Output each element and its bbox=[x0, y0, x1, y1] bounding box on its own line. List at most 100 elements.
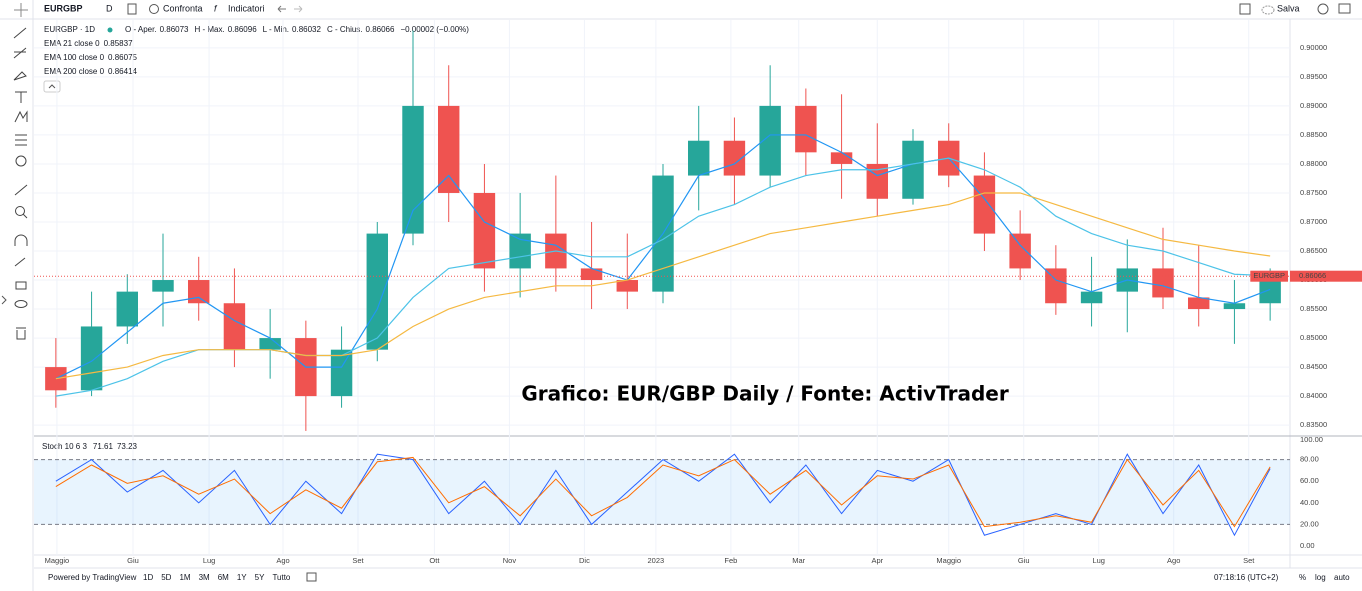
percent-toggle[interactable]: % bbox=[1299, 573, 1306, 582]
settings-icon[interactable] bbox=[1317, 3, 1329, 15]
ohlc-value: 0.86066 bbox=[366, 25, 395, 34]
layout-icon[interactable] bbox=[1239, 3, 1251, 15]
snapshot-icon[interactable] bbox=[1338, 3, 1351, 14]
candle-body bbox=[223, 303, 246, 350]
candle-body bbox=[259, 338, 281, 350]
y-tick-label: 0.83500 bbox=[1300, 420, 1327, 429]
y-tick-label: 0.89000 bbox=[1300, 101, 1327, 110]
auto-toggle[interactable]: auto bbox=[1334, 573, 1350, 582]
ohlc-label: C - Chius. bbox=[327, 25, 363, 34]
redo-icon[interactable] bbox=[294, 5, 303, 13]
ema-name: EMA 200 close 0 bbox=[44, 67, 105, 76]
undo-icon[interactable] bbox=[277, 5, 286, 13]
x-tick-label: Giu bbox=[127, 556, 139, 565]
ema-value: 0.86414 bbox=[108, 67, 137, 76]
ema-value: 0.86075 bbox=[108, 53, 137, 62]
range-button[interactable]: 1D bbox=[143, 573, 153, 582]
candle-body bbox=[330, 349, 353, 397]
range-button[interactable]: 1Y bbox=[237, 573, 247, 582]
collapse-arrow bbox=[48, 84, 56, 89]
stoch-line bbox=[55, 453, 1271, 537]
legend-symbol: EURGBP · 1D bbox=[44, 25, 95, 34]
ema-name: EMA 100 close 0 bbox=[44, 53, 105, 62]
date-range-icon[interactable] bbox=[306, 572, 317, 582]
drawing-tools[interactable] bbox=[13, 3, 28, 340]
x-tick-label: Nov bbox=[503, 556, 517, 565]
candle-body bbox=[152, 280, 174, 292]
candle-body bbox=[1009, 233, 1031, 269]
range-button[interactable]: 5D bbox=[161, 573, 171, 582]
legend-collapse[interactable] bbox=[43, 80, 61, 93]
x-tick-label: Mar bbox=[792, 556, 805, 565]
interval-button[interactable]: D bbox=[106, 3, 113, 13]
candle-body bbox=[688, 140, 710, 176]
ohlc-label: H - Max. bbox=[195, 25, 225, 34]
candle-body bbox=[473, 192, 496, 269]
x-tick-label: Dic bbox=[579, 556, 590, 565]
x-tick-label: Lug bbox=[203, 556, 216, 565]
y-tick-label: 0.86500 bbox=[1300, 246, 1327, 255]
price-tag-symbol: EURGBP bbox=[1253, 271, 1285, 280]
stoch-value: 73.23 bbox=[117, 442, 138, 451]
y-tick-label: 0.88500 bbox=[1300, 130, 1327, 139]
x-tick-label: Giu bbox=[1018, 556, 1030, 565]
compare-button[interactable]: Confronta bbox=[163, 3, 203, 13]
chart-type-icon[interactable] bbox=[127, 3, 137, 15]
stoch-value: 71.61 bbox=[93, 442, 114, 451]
save-button[interactable]: Salva bbox=[1277, 3, 1300, 13]
y-tick-label: 0.00 bbox=[1300, 541, 1315, 550]
x-tick-label: Lug bbox=[1092, 556, 1105, 565]
indicators-icon: f bbox=[214, 3, 218, 13]
ema-name: EMA 21 close 0 bbox=[44, 39, 100, 48]
candle-body bbox=[80, 326, 103, 391]
candle-body bbox=[616, 280, 638, 292]
x-tick-label: Set bbox=[352, 556, 364, 565]
ohlc-value: 0.86073 bbox=[160, 25, 189, 34]
y-tick-label: 80.00 bbox=[1300, 455, 1319, 464]
annotation: Grafico: EUR/GBP Daily / Fonte: ActivTra… bbox=[521, 382, 1009, 406]
clock: 07:18:16 (UTC+2) bbox=[1214, 573, 1279, 582]
candle-body bbox=[830, 152, 853, 164]
candle-body bbox=[723, 140, 746, 176]
x-tick-label: Maggio bbox=[936, 556, 961, 565]
stoch-line bbox=[55, 456, 1271, 528]
candle-body bbox=[116, 291, 138, 327]
y-tick-label: 0.85500 bbox=[1300, 304, 1327, 313]
range-button[interactable]: 6M bbox=[218, 573, 229, 582]
ohlc-label: L - Min. bbox=[263, 25, 289, 34]
range-button[interactable]: 1M bbox=[179, 573, 190, 582]
y-tick-label: 0.87500 bbox=[1300, 188, 1327, 197]
price-tag-value: 0.86066 bbox=[1299, 271, 1326, 280]
range-button[interactable]: 5Y bbox=[255, 573, 265, 582]
x-tick-label: Apr bbox=[871, 556, 883, 565]
cloud-icon bbox=[1261, 5, 1275, 15]
candle-body bbox=[438, 105, 460, 193]
ohlc-label: O - Aper. bbox=[125, 25, 157, 34]
x-tick-label: 2023 bbox=[648, 556, 665, 565]
y-tick-label: 0.84500 bbox=[1300, 362, 1327, 371]
candle-body bbox=[402, 105, 424, 234]
candle-body bbox=[45, 367, 67, 391]
log-toggle[interactable]: log bbox=[1315, 573, 1326, 582]
stoch-band bbox=[34, 459, 1290, 525]
y-tick-label: 100.00 bbox=[1300, 435, 1323, 444]
indicators-button[interactable]: Indicatori bbox=[228, 3, 265, 13]
candle-body bbox=[580, 268, 603, 281]
range-button[interactable]: 3M bbox=[199, 573, 210, 582]
market-status bbox=[107, 27, 113, 33]
y-tick-label: 0.87000 bbox=[1300, 217, 1327, 226]
candle-body bbox=[973, 175, 996, 234]
x-tick-label: Ott bbox=[429, 556, 440, 565]
y-tick-label: 0.90000 bbox=[1300, 43, 1327, 52]
x-tick-label: Maggio bbox=[45, 556, 70, 565]
toolbar-expand[interactable] bbox=[1, 295, 7, 305]
range-button[interactable]: Tutto bbox=[272, 573, 290, 582]
x-tick-label: Set bbox=[1243, 556, 1255, 565]
compare-icon bbox=[149, 4, 159, 14]
symbol-button[interactable]: EURGBP bbox=[44, 3, 83, 13]
symbol-tag bbox=[1250, 270, 1288, 282]
y-tick-label: 60.00 bbox=[1300, 476, 1319, 485]
ohlc-value: 0.86096 bbox=[228, 25, 257, 34]
